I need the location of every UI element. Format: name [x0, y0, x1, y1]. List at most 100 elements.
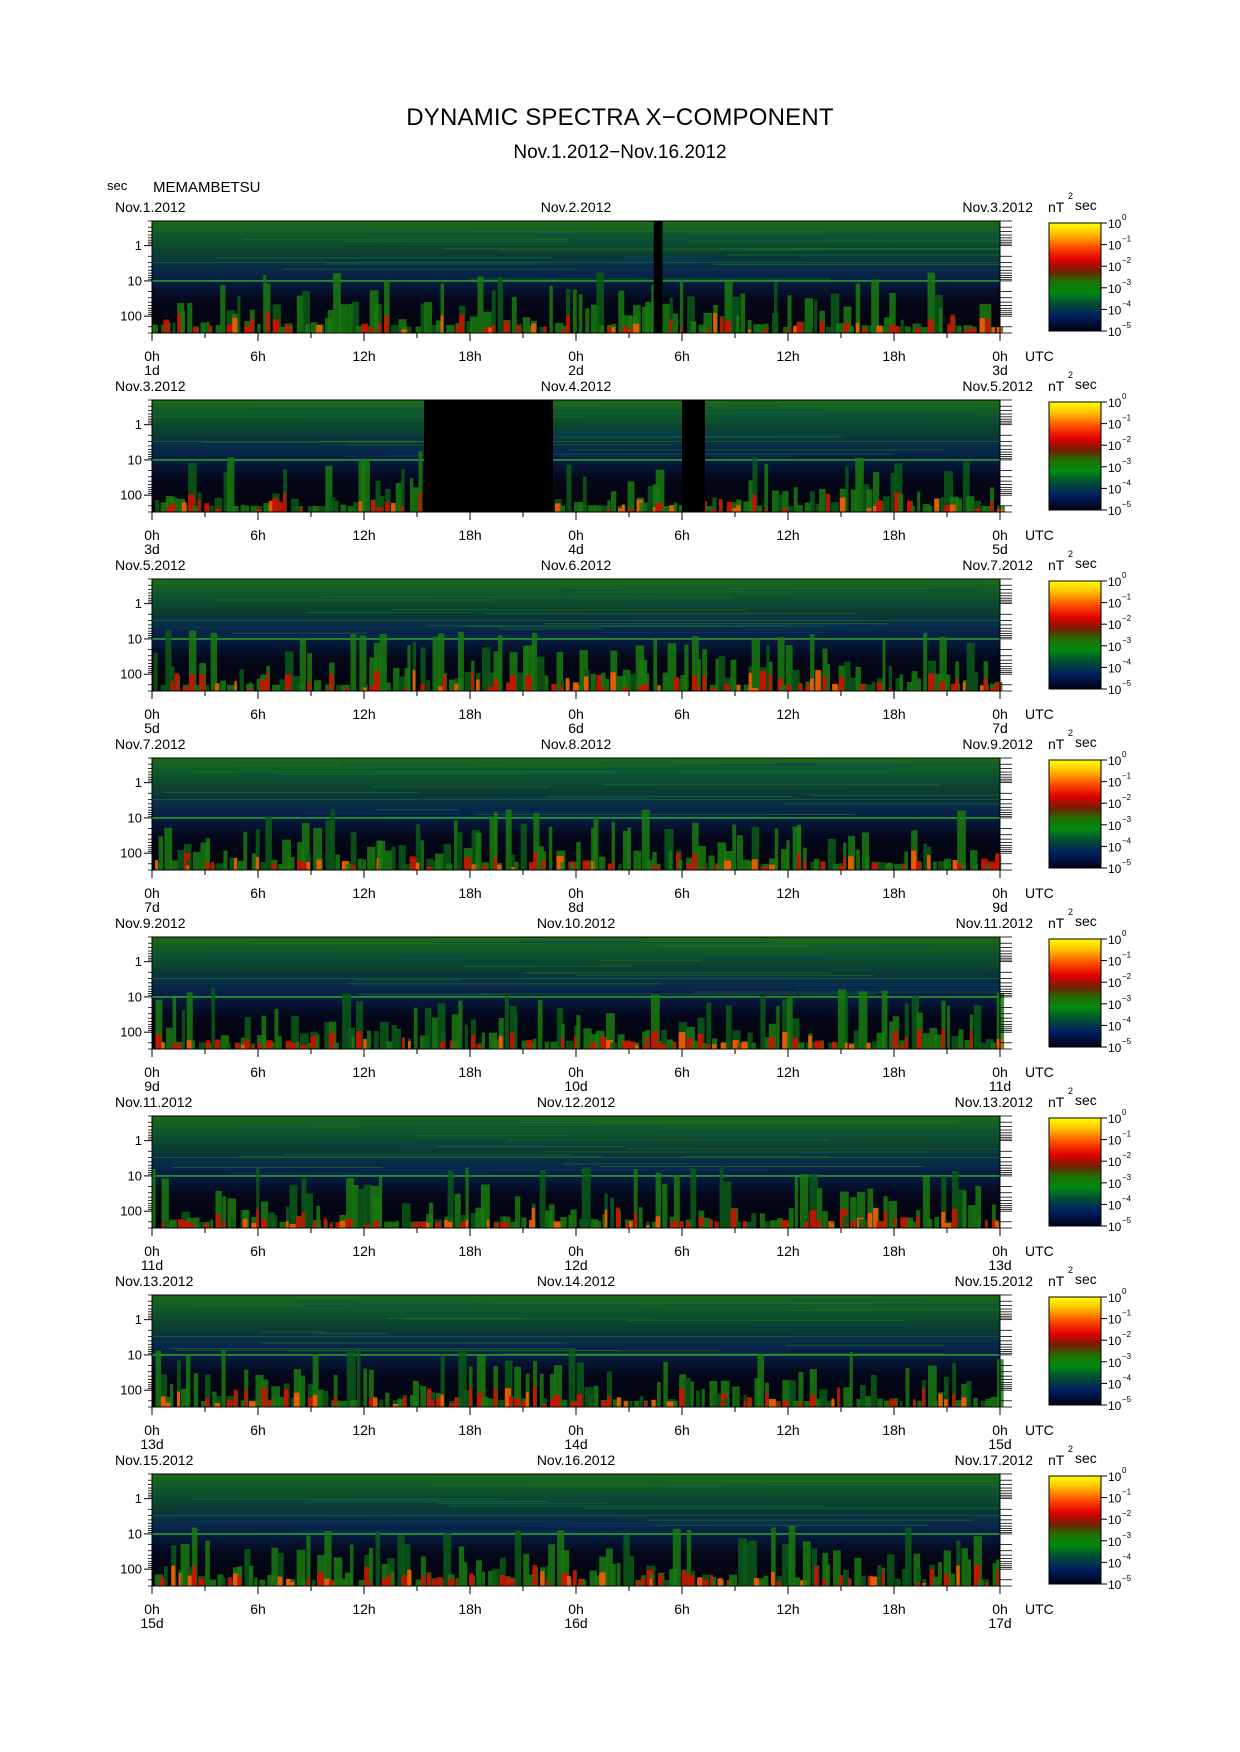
colorbar-tick-exponent: 0 [1122, 750, 1127, 759]
x-axis: 0h 6h 12h 18h 0h 6h 12h 18h 0h UTC 15d 16d 17d [140, 1586, 1054, 1631]
colorbar-tick-base: 10 [1108, 618, 1122, 632]
y-tick-label: 100 [120, 1562, 142, 1577]
day-label-left: 9d [144, 1078, 160, 1094]
x-tick-label: 18h [882, 1422, 905, 1438]
colorbar-unit-prefix: nT [1048, 915, 1065, 931]
x-tick-label: 12h [776, 1422, 799, 1438]
colorbar-tick-base: 10 [1108, 1470, 1122, 1484]
x-tick-label: 18h [882, 1601, 905, 1617]
x-tick-label: 6h [250, 1422, 266, 1438]
x-axis-timezone: UTC [1025, 1243, 1054, 1259]
spectrogram-streaks [174, 1480, 1000, 1534]
y-tick-label: 10 [128, 273, 142, 288]
colorbar-tick-exponent: −2 [1122, 435, 1132, 444]
x-tick-label: 0h [568, 1601, 584, 1617]
y-axis: 1 10 100 [120, 399, 1012, 513]
panel-date-right: Nov.3.2012 [962, 199, 1033, 215]
x-tick-label: 6h [250, 527, 266, 543]
colorbar-unit-suffix: sec [1075, 197, 1097, 213]
spectrogram-background [152, 579, 1000, 691]
panel-date-mid: Nov.10.2012 [537, 915, 616, 931]
x-tick-label: 6h [250, 348, 266, 364]
x-tick-label: 12h [352, 706, 375, 722]
x-tick-label: 0h [568, 1064, 584, 1080]
day-label-right: 3d [992, 362, 1008, 378]
x-axis: 0h 6h 12h 18h 0h 6h 12h 18h 0h UTC 3d 4d 5d [144, 512, 1054, 557]
colorbar-tick-exponent: −5 [1122, 1037, 1132, 1046]
colorbar-tick-exponent: −1 [1122, 1488, 1132, 1497]
colorbar-tick-exponent: −4 [1122, 1552, 1132, 1561]
day-label-right: 9d [992, 899, 1008, 915]
colorbar-tick-exponent: −1 [1122, 951, 1132, 960]
colorbar-tick-exponent: −4 [1122, 478, 1132, 487]
colorbar-tick-exponent: −5 [1122, 1395, 1132, 1404]
x-tick-label: 12h [776, 706, 799, 722]
panel-date-left: Nov.9.2012 [115, 915, 186, 931]
colorbar-unit-prefix: nT [1048, 1273, 1065, 1289]
x-tick-label: 0h [992, 1422, 1008, 1438]
x-tick-label: 0h [568, 348, 584, 364]
panel-date-mid: Nov.4.2012 [541, 378, 612, 394]
y-tick-label: 10 [128, 1347, 142, 1362]
day-label-mid: 6d [568, 720, 584, 736]
colorbar-tick-base: 10 [1108, 840, 1122, 854]
x-tick-label: 0h [144, 1064, 160, 1080]
colorbar-tick-exponent: −2 [1122, 1509, 1132, 1518]
x-tick-label: 6h [674, 885, 690, 901]
spectrogram-streaks [157, 1299, 1000, 1355]
colorbar-tick-exponent: −3 [1122, 1531, 1132, 1540]
colorbar-tick-exponent: 0 [1122, 213, 1127, 222]
spectrogram-bursts [152, 1167, 1000, 1228]
colorbar-tick-base: 10 [1108, 418, 1122, 432]
colorbar-unit-suffix: sec [1075, 1450, 1097, 1466]
y-axis: 1 10 100 [120, 220, 1012, 334]
colorbar-tick-exponent: −2 [1122, 1330, 1132, 1339]
x-tick-label: 12h [352, 1064, 375, 1080]
x-axis-timezone: UTC [1025, 1422, 1054, 1438]
colorbar-gradient [1048, 1475, 1102, 1585]
day-label-mid: 8d [568, 899, 584, 915]
colorbar-tick-exponent: −1 [1122, 593, 1132, 602]
x-tick-label: 0h [144, 527, 160, 543]
x-tick-label: 12h [352, 885, 375, 901]
colorbar-tick-base: 10 [1108, 504, 1122, 518]
colorbar-tick-exponent: −2 [1122, 972, 1132, 981]
panel-date-mid: Nov.2.2012 [541, 199, 612, 215]
colorbar-tick-base: 10 [1108, 1198, 1122, 1212]
colorbar-tick-base: 10 [1108, 575, 1122, 589]
y-axis: 1 10 100 [120, 757, 1012, 871]
y-tick-label: 1 [135, 954, 142, 969]
panel-date-right: Nov.13.2012 [955, 1094, 1034, 1110]
colorbar-tick-base: 10 [1108, 1177, 1122, 1191]
colorbar-unit-suffix: sec [1075, 734, 1097, 750]
colorbar-tick-base: 10 [1108, 1134, 1122, 1148]
y-tick-label: 100 [120, 309, 142, 324]
panel-date-left: Nov.7.2012 [115, 736, 186, 752]
colorbar-tick-base: 10 [1108, 998, 1122, 1012]
y-tick-label: 100 [120, 667, 142, 682]
colorbar-tick-exponent: −3 [1122, 1352, 1132, 1361]
day-label-mid: 4d [568, 541, 584, 557]
x-tick-label: 6h [674, 348, 690, 364]
x-tick-label: 0h [992, 348, 1008, 364]
colorbar-unit-suffix: sec [1075, 913, 1097, 929]
colorbar-tick-base: 10 [1108, 1556, 1122, 1570]
colorbar-unit-exponent: 2 [1068, 549, 1073, 559]
colorbar-tick-exponent: −3 [1122, 1173, 1132, 1182]
colorbar-tick-base: 10 [1108, 1399, 1122, 1413]
colorbar-tick-exponent: −4 [1122, 836, 1132, 845]
panel-date-left: Nov.11.2012 [115, 1094, 193, 1110]
colorbar-tick-exponent: −5 [1122, 500, 1132, 509]
y-axis: 1 10 100 [120, 1115, 1012, 1229]
x-tick-label: 0h [144, 348, 160, 364]
colorbar-tick-base: 10 [1108, 933, 1122, 947]
colorbar-tick-base: 10 [1108, 482, 1122, 496]
colorbar-tick-exponent: −2 [1122, 614, 1132, 623]
panel-date-right: Nov.5.2012 [962, 378, 1033, 394]
x-tick-label: 12h [776, 1064, 799, 1080]
x-tick-label: 18h [458, 348, 481, 364]
day-label-left: 1d [144, 362, 160, 378]
spectrogram-bursts [154, 1525, 1000, 1586]
